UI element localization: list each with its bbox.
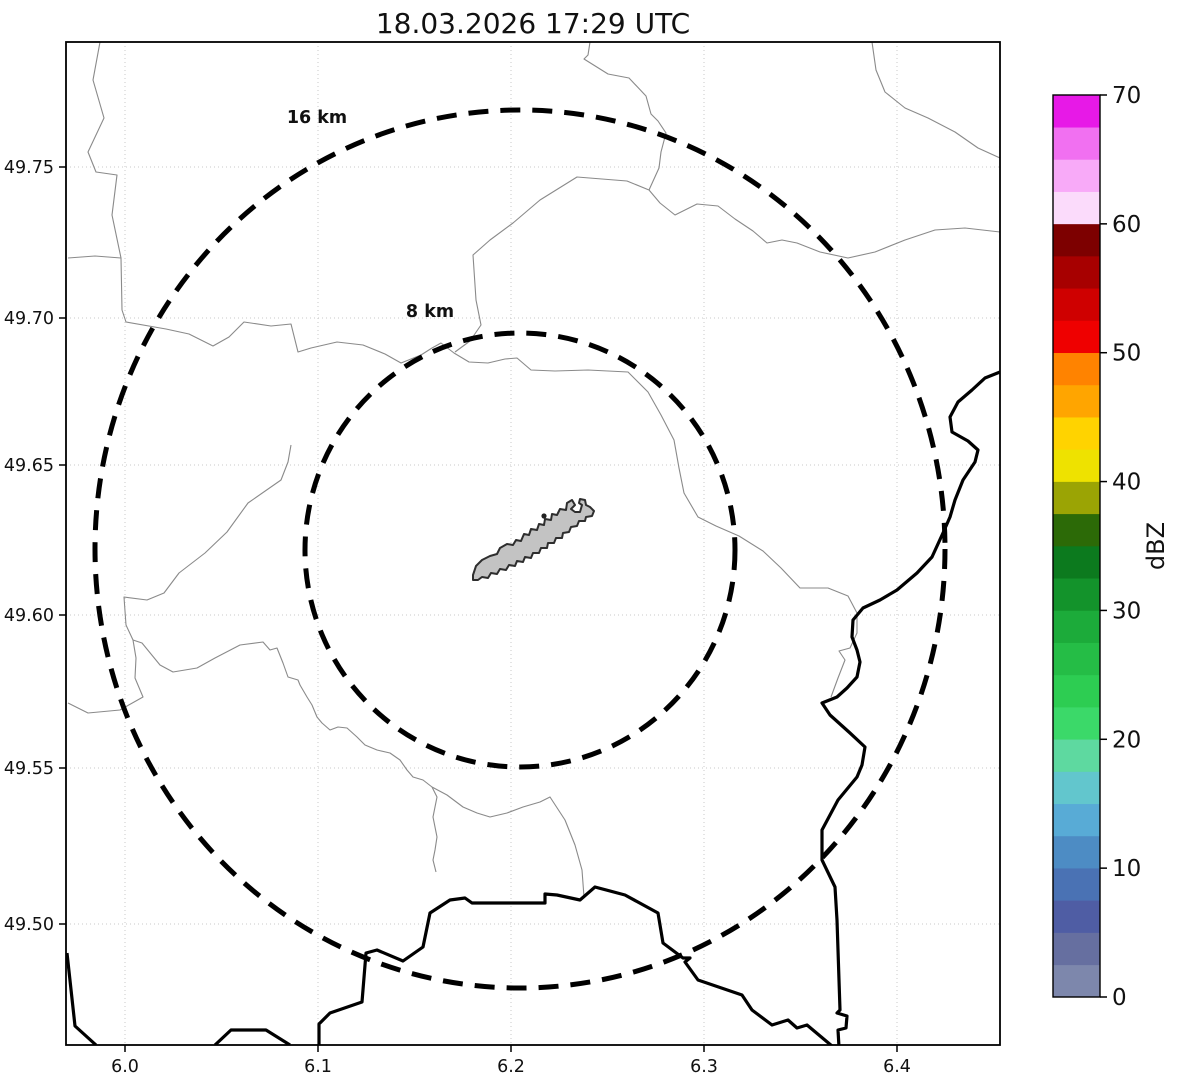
colorbar-segment [1053,481,1100,515]
colorbar-segment [1053,223,1100,257]
boundary-line [648,189,1000,259]
country-border-line [213,1028,291,1045]
marker-dot [541,513,547,519]
colorbar-segment [1053,159,1100,192]
colorbar-segment [1053,126,1100,160]
colorbar-segment [1053,610,1100,643]
colorbar-tick-label: 40 [1112,470,1141,496]
range-rings [92,107,948,991]
range-ring-16km [92,107,948,991]
axes-frame [65,41,1001,1046]
colorbar-tick-label: 20 [1112,727,1141,753]
country-border-line [317,885,834,1045]
boundary-line [67,444,292,714]
colorbar-segment [1053,867,1100,901]
range-ring-8km-label: 8 km [406,302,454,322]
country-border-line [66,952,98,1045]
colorbar-segment [1053,900,1100,933]
country-border-line [820,370,1000,1045]
colorbar-segment [1053,352,1100,386]
colorbar-segment [1053,835,1100,869]
colorbar-segment [1053,771,1100,805]
colorbar-segment [1053,545,1100,579]
plot-title: 18.03.2026 17:29 UTC [376,7,690,40]
colorbar-segment [1053,384,1100,418]
boundary-line [132,639,433,788]
colorbar-tick-label: 70 [1112,83,1141,109]
boundary-line [67,255,122,259]
y-tick-label: 49.65 [4,456,54,476]
city-polygon-group [472,498,595,581]
y-tick-label: 49.70 [4,309,54,329]
colorbar-tick-label: 50 [1112,341,1141,367]
colorbar-segment [1053,320,1100,354]
colorbar-axis-label: dBZ [1142,522,1170,570]
range-ring-16km-label: 16 km [287,108,347,128]
colorbar-segment [1053,803,1100,837]
x-tick-label: 6.1 [304,1057,332,1077]
y-tick-label: 49.55 [4,759,54,779]
range-ring-8km [302,330,738,770]
y-tick-label: 49.60 [4,606,54,626]
colorbar-segment [1053,642,1100,676]
colorbar-segment [1053,513,1100,547]
colorbar-tick-label: 10 [1112,856,1141,882]
colorbar-tick-label: 0 [1112,985,1127,1011]
axis-ticks-and-labels: 6.0 6.1 6.2 6.3 6.4 49.75 49.70 49.65 49.60 49.55… [4,158,911,1077]
y-tick-label: 49.75 [4,158,54,178]
colorbar-segment [1053,449,1100,482]
colorbar-segment [1053,738,1100,772]
colorbar-segment [1053,932,1100,966]
x-tick-label: 6.2 [497,1057,525,1077]
boundary-line [87,42,858,698]
boundary-line [431,786,585,898]
city-polygon [472,498,595,581]
x-tick-label: 6.3 [690,1057,718,1077]
boundary-line [431,786,438,873]
colorbar-segment [1053,416,1100,450]
x-tick-label: 6.4 [883,1057,911,1077]
map-features [66,42,1000,1045]
y-tick-label: 49.50 [4,915,54,935]
colorbar-segment [1053,674,1100,708]
colorbar-segment [1053,577,1100,611]
colorbar-segment [1053,255,1100,289]
colorbar-segment [1053,706,1100,740]
colorbar-tick-label: 60 [1112,212,1141,238]
boundary-line [583,42,667,191]
boundary-line [454,176,650,353]
colorbar-segment [1053,191,1100,225]
x-tick-label: 6.0 [111,1057,139,1077]
colorbar-segment [1053,964,1100,998]
colorbar-segment [1053,94,1100,128]
boundary-line [871,42,1000,159]
colorbar-tick-label: 30 [1112,598,1141,624]
colorbar: 70 60 50 40 30 20 10 0 [1052,83,1141,1011]
colorbar-segment [1053,287,1100,321]
